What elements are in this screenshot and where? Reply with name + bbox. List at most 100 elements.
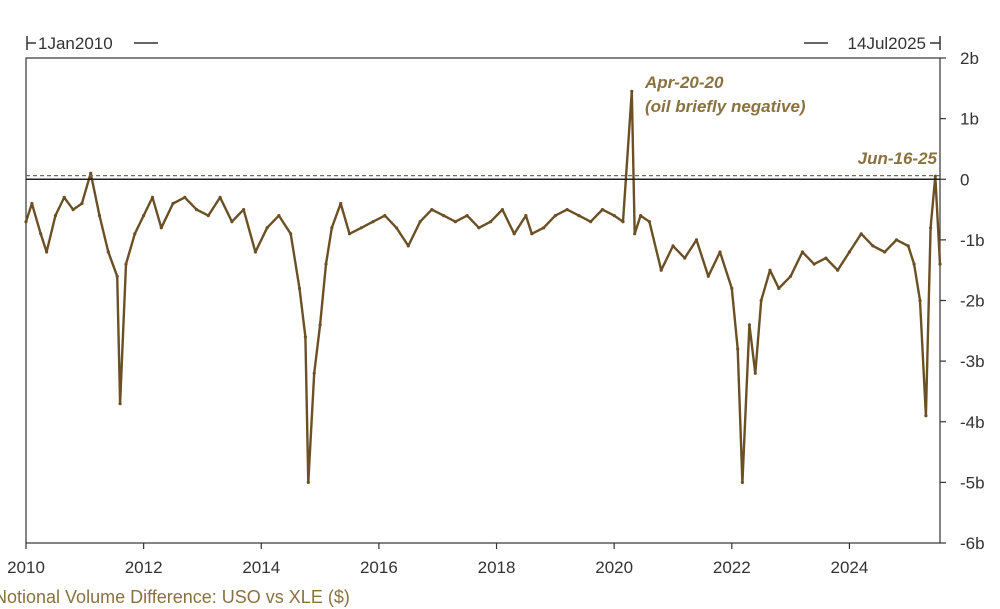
legend-label: Notional Volume Difference: USO vs XLE (…: [0, 587, 350, 607]
data-point: [883, 250, 887, 254]
series-uso-vs-xle: [24, 89, 942, 484]
y-tick-label: -6b: [960, 534, 985, 553]
data-point: [171, 201, 175, 206]
data-point: [150, 195, 155, 199]
plot-border: [25, 57, 941, 544]
data-point: [265, 226, 269, 230]
data-point: [812, 262, 816, 266]
x-tick-label: 2016: [360, 558, 398, 577]
data-point: [195, 208, 199, 212]
date-range-end: 14Jul2025: [804, 34, 941, 53]
data-point: [512, 232, 516, 236]
data-point: [489, 220, 493, 224]
data-point: [318, 323, 322, 327]
reference-lines: [26, 175, 940, 181]
data-point: [859, 232, 863, 236]
data-point: [683, 256, 687, 260]
y-tick-label: -3b: [960, 352, 985, 371]
data-point: [71, 208, 75, 212]
data-point: [297, 286, 302, 290]
x-tick-label: 2024: [831, 558, 869, 577]
data-point: [871, 244, 875, 248]
data-point: [159, 226, 163, 230]
data-point: [80, 201, 84, 206]
data-point: [230, 220, 234, 224]
y-tick-label: -1b: [960, 231, 985, 250]
x-tick-label: 2022: [713, 558, 751, 577]
data-point: [706, 274, 710, 278]
data-point: [253, 250, 257, 254]
series-line-0: [24, 90, 942, 484]
data-point: [359, 226, 363, 230]
data-point: [718, 250, 722, 254]
data-point: [938, 262, 942, 266]
data-point: [824, 256, 828, 260]
data-point: [918, 298, 922, 303]
y-tick-label: -2b: [960, 292, 985, 311]
data-point: [97, 214, 102, 218]
data-point: [406, 244, 410, 248]
data-point: [383, 214, 387, 218]
data-point: [753, 371, 757, 375]
y-tick-label: -5b: [960, 473, 985, 492]
x-tick-label: 2010: [7, 558, 45, 577]
data-point: [894, 238, 899, 242]
data-point: [553, 214, 557, 218]
data-point: [430, 208, 434, 212]
data-point: [30, 201, 34, 206]
data-point: [53, 214, 58, 218]
data-point: [89, 171, 93, 175]
data-point: [347, 232, 352, 236]
data-point: [577, 214, 581, 218]
annotation-label: (oil briefly negative): [645, 97, 806, 116]
data-point: [277, 214, 281, 218]
x-axis: 2010 2012 2014 2016 2018 2020 2022 2024: [7, 543, 868, 577]
range-end-label: 14Jul2025: [848, 34, 926, 53]
data-point: [218, 195, 222, 199]
data-point: [542, 226, 546, 230]
data-point: [612, 214, 616, 218]
data-point: [106, 250, 110, 254]
data-point: [477, 226, 481, 230]
x-tick-label: 2014: [242, 558, 280, 577]
data-point: [45, 250, 49, 254]
data-point: [142, 214, 146, 218]
data-point: [671, 244, 675, 248]
data-point: [740, 480, 745, 484]
data-point: [303, 335, 307, 339]
data-point: [659, 268, 663, 272]
data-point: [312, 371, 316, 375]
data-point: [124, 262, 128, 266]
data-point: [118, 402, 122, 406]
data-point: [242, 208, 246, 212]
data-point: [442, 214, 446, 218]
data-point: [500, 208, 504, 212]
data-point: [789, 274, 793, 278]
y-axis: 2b 1b 0 -1b -2b -3b -4b -5b -6b: [940, 49, 985, 553]
data-point: [339, 201, 343, 206]
data-point: [647, 220, 652, 224]
data-point: [924, 414, 928, 418]
data-point: [24, 220, 28, 224]
data-point: [465, 214, 469, 218]
annotations: Apr-20-20 (oil briefly negative) Jun-16-25: [644, 73, 938, 168]
x-tick-label: 2020: [595, 558, 633, 577]
data-point: [330, 226, 334, 230]
y-tick-label: 1b: [960, 110, 979, 129]
data-point: [630, 89, 634, 93]
data-point: [912, 262, 916, 266]
x-tick-label: 2012: [125, 558, 163, 577]
data-point: [836, 268, 840, 272]
annotation-label: Apr-20-20: [644, 73, 724, 92]
data-point: [633, 232, 637, 236]
data-point: [39, 232, 43, 236]
data-point: [394, 226, 399, 230]
data-point: [906, 244, 910, 248]
data-point: [133, 232, 137, 236]
data-point: [694, 238, 699, 242]
data-point: [289, 232, 293, 236]
data-point: [759, 298, 763, 303]
data-point: [530, 232, 534, 236]
data-point: [306, 480, 310, 484]
